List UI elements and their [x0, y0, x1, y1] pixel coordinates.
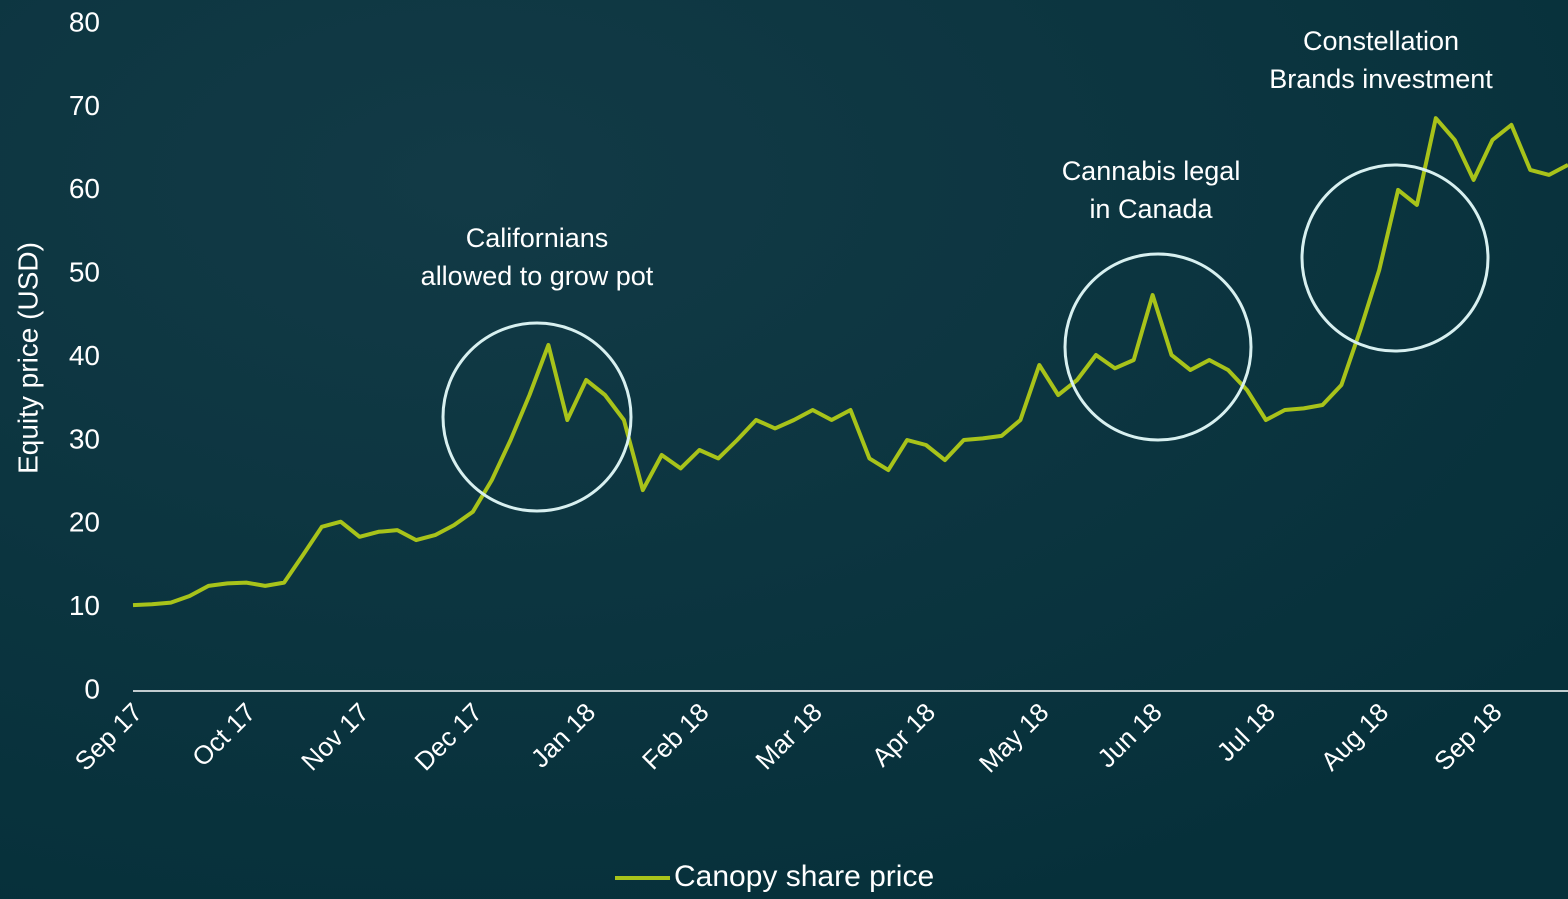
- y-tick-label: 20: [69, 507, 100, 538]
- annotation-text: Cannabis legal: [1062, 156, 1241, 186]
- y-tick-label: 60: [69, 173, 100, 204]
- y-tick-label: 10: [69, 590, 100, 621]
- annotation-circle: [1300, 163, 1490, 353]
- annotations: [441, 163, 1490, 513]
- annotation-text: Californians: [466, 223, 609, 253]
- annotation-circle: [441, 321, 633, 513]
- legend-label: Canopy share price: [674, 860, 934, 893]
- annotation-text: in Canada: [1089, 194, 1213, 224]
- data-line: [132, 116, 1568, 608]
- y-tick-label: 70: [69, 90, 100, 121]
- y-tick-label: 30: [69, 423, 100, 454]
- annotation-text: Brands investment: [1269, 64, 1493, 94]
- y-tick-label: 80: [69, 6, 100, 37]
- annotation-text: allowed to grow pot: [421, 261, 654, 291]
- annotation-circle: [1063, 252, 1253, 442]
- y-tick-label: 40: [69, 340, 100, 371]
- y-tick-label: 0: [84, 673, 100, 704]
- y-tick-label: 50: [69, 257, 100, 288]
- y-axis-label: Equity price (USD): [12, 242, 43, 474]
- annotation-text: Constellation: [1303, 26, 1459, 56]
